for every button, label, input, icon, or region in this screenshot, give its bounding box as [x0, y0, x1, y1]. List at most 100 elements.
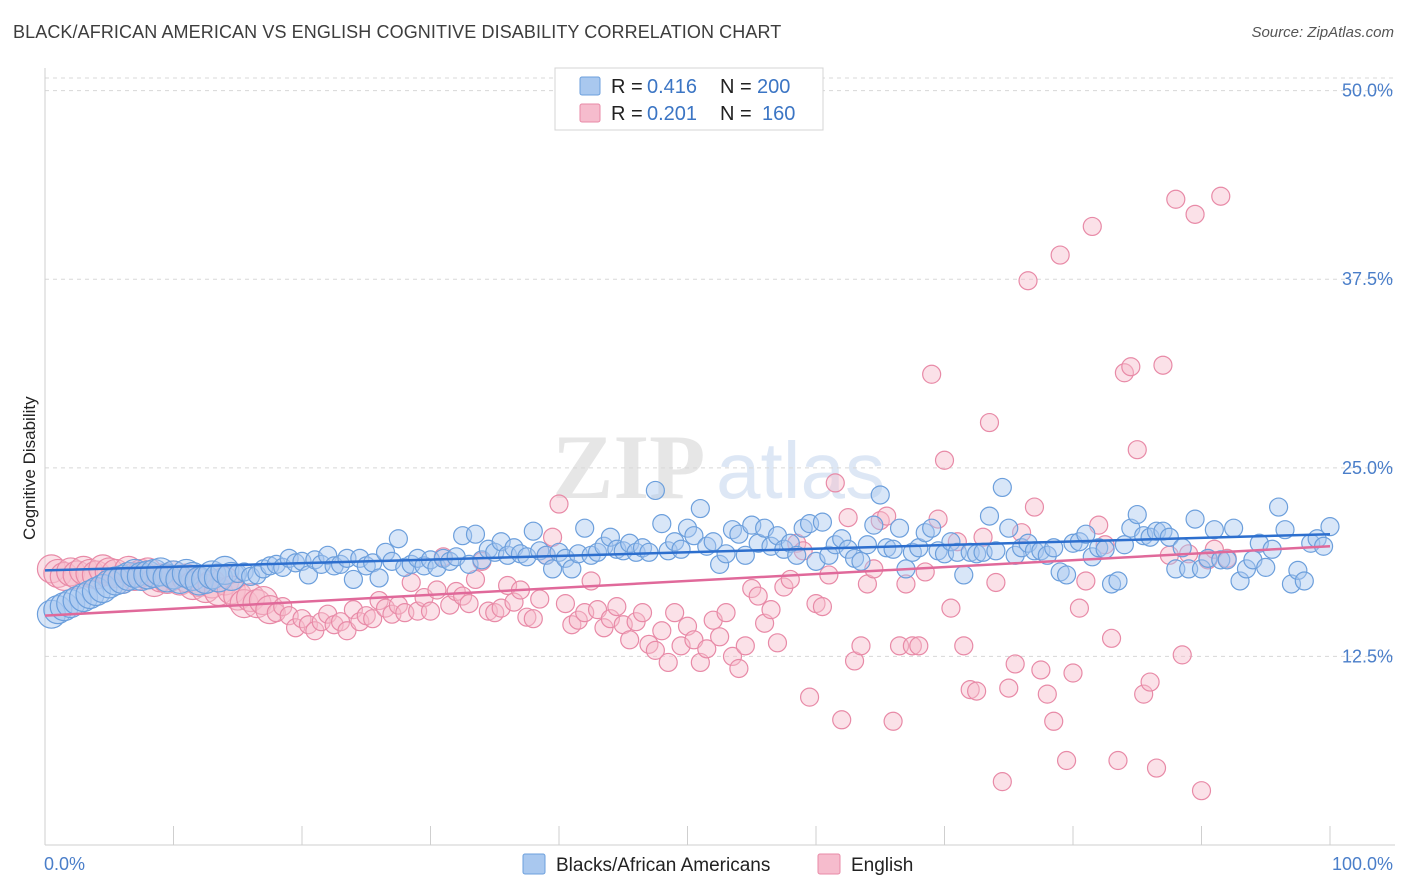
english-point — [1005, 654, 1025, 674]
english-point — [652, 621, 672, 641]
blacks-point — [1037, 545, 1057, 565]
english-point — [774, 577, 794, 597]
x-axis-ticks — [44, 826, 1331, 845]
english-point — [1153, 355, 1173, 375]
english-point — [632, 603, 653, 623]
blacks-point — [1159, 527, 1179, 547]
english-point — [761, 600, 781, 620]
english-point — [504, 592, 524, 612]
english-point — [909, 636, 929, 656]
english-point — [1166, 189, 1186, 209]
blacks-point — [1294, 571, 1314, 591]
english-point — [549, 494, 569, 514]
legend-r-label-2: R = — [611, 103, 643, 125]
english-point — [1069, 598, 1090, 618]
blacks-point — [523, 521, 543, 541]
english-point — [658, 652, 678, 673]
english-point — [369, 590, 389, 611]
english-point — [517, 607, 537, 627]
english-point — [1127, 440, 1147, 460]
english-point — [799, 687, 820, 707]
english-point — [363, 609, 383, 629]
english-point — [530, 589, 550, 609]
x-tick-label-min: 0.0% — [44, 854, 85, 874]
english-point — [902, 636, 922, 656]
blacks-point — [986, 541, 1006, 561]
english-point — [710, 627, 730, 647]
legend-n-value-2: 160 — [762, 103, 795, 125]
english-point — [838, 508, 858, 528]
english-point — [742, 578, 762, 599]
english-point — [1146, 758, 1167, 778]
english-point — [1050, 245, 1070, 265]
blacks-point — [1127, 504, 1147, 525]
blacks-point — [851, 551, 871, 571]
english-point — [825, 473, 845, 493]
blacks-point — [780, 533, 800, 553]
blacks-point — [343, 569, 363, 590]
blacks-point — [889, 518, 910, 538]
blacks-point — [465, 524, 486, 544]
english-point — [1076, 571, 1096, 591]
english-point — [568, 610, 588, 630]
english-point — [979, 412, 1000, 433]
english-point — [1134, 684, 1154, 704]
english-point — [420, 601, 441, 621]
blacks-point — [710, 554, 730, 574]
english-point — [1082, 216, 1102, 237]
legend-n-label-2: N = — [720, 103, 752, 125]
series-english-points — [36, 186, 1237, 801]
english-point — [1108, 750, 1128, 771]
english-point — [453, 586, 473, 606]
english-point — [941, 598, 961, 618]
blacks-point — [1095, 539, 1115, 559]
english-point — [427, 580, 447, 600]
blacks-point — [883, 539, 903, 559]
blacks-point — [1089, 538, 1109, 558]
blacks-point — [1217, 550, 1237, 570]
english-point — [922, 364, 942, 384]
english-point — [960, 679, 980, 700]
y-tick-label: 50.0% — [1342, 81, 1393, 101]
legend-n-value-1: 200 — [757, 76, 790, 98]
english-point — [1063, 663, 1083, 683]
legend-r-label-1: R = — [611, 76, 643, 98]
trend-line-blacks — [44, 532, 1331, 572]
english-point — [645, 640, 665, 660]
english-point — [1024, 497, 1045, 517]
english-point — [1172, 645, 1192, 665]
blacks-point — [459, 554, 479, 574]
english-point — [973, 527, 993, 547]
y-tick-label: 12.5% — [1342, 646, 1393, 666]
english-point — [748, 586, 768, 606]
x-tick-label-max: 100.0% — [1332, 854, 1393, 874]
blacks-point — [922, 518, 942, 538]
english-point — [620, 630, 640, 650]
english-point — [1031, 660, 1051, 680]
english-point — [1056, 750, 1077, 771]
blacks-point — [600, 527, 621, 547]
legend-r-value-2: 0.201 — [647, 103, 697, 125]
english-point — [735, 636, 755, 656]
english-point — [967, 681, 987, 701]
blacks-point — [1256, 557, 1276, 577]
legend-n-label-1: N = — [720, 76, 752, 98]
source-label: Source: ZipAtlas.com — [1251, 24, 1394, 41]
blacks-point — [716, 544, 736, 564]
legend-bottom: Blacks/African Americans English — [522, 853, 913, 876]
english-point — [555, 594, 576, 614]
blacks-point — [388, 529, 408, 549]
english-point — [947, 532, 967, 552]
blacks-point — [979, 506, 1000, 526]
blacks-point — [1224, 518, 1244, 538]
blacks-point — [216, 561, 246, 592]
blacks-point — [857, 535, 878, 555]
y-axis-title: Cognitive Disability — [20, 396, 39, 540]
english-point — [697, 639, 717, 659]
english-point — [896, 574, 916, 594]
english-point — [459, 594, 479, 614]
blacks-point — [645, 480, 665, 501]
english-point — [986, 572, 1006, 593]
blacks-point — [1185, 509, 1205, 529]
